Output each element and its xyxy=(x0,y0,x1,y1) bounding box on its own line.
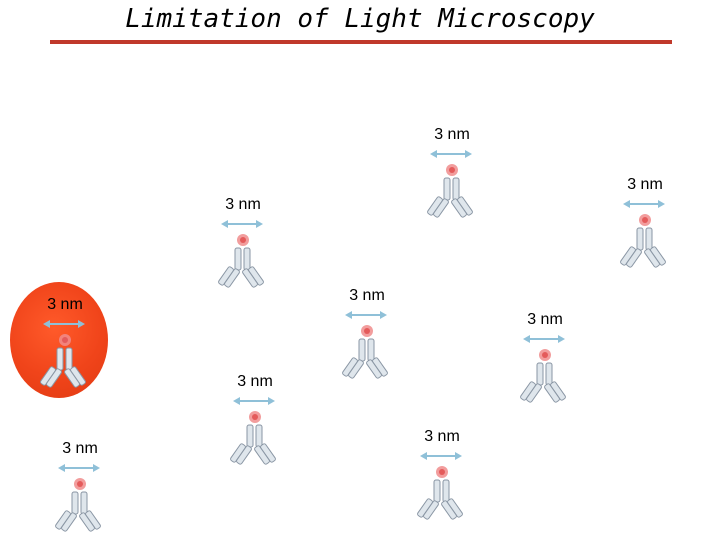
scale-label: 3 nm xyxy=(627,176,663,193)
page-title: Limitation of Light Microscopy xyxy=(125,4,595,34)
antibody-icon xyxy=(417,452,463,520)
scale-label: 3 nm xyxy=(47,296,83,313)
antibody-icon xyxy=(218,220,264,288)
antibody-marker: 3 nm xyxy=(515,311,575,403)
antibody-icon xyxy=(620,200,666,268)
scale-label: 3 nm xyxy=(349,287,385,304)
antibody-marker: 3 nm xyxy=(35,296,95,388)
scale-label: 3 nm xyxy=(225,196,261,213)
antibody-marker: 3 nm xyxy=(422,126,482,218)
antibody-marker: 3 nm xyxy=(337,287,397,379)
scale-label: 3 nm xyxy=(424,428,460,445)
antibody-icon xyxy=(55,464,101,532)
antibody-marker: 3 nm xyxy=(50,440,110,532)
scale-label: 3 nm xyxy=(527,311,563,328)
antibody-icon xyxy=(40,320,86,388)
antibody-icon xyxy=(520,335,566,403)
antibody-icon xyxy=(427,150,473,218)
antibody-marker: 3 nm xyxy=(225,373,285,465)
scale-label: 3 nm xyxy=(237,373,273,390)
title-underline xyxy=(50,40,672,44)
antibody-marker: 3 nm xyxy=(213,196,273,288)
scale-label: 3 nm xyxy=(434,126,470,143)
antibody-marker: 3 nm xyxy=(615,176,675,268)
antibody-marker: 3 nm xyxy=(412,428,472,520)
antibody-icon xyxy=(342,311,388,379)
antibody-icon xyxy=(230,397,276,465)
scale-label: 3 nm xyxy=(62,440,98,457)
